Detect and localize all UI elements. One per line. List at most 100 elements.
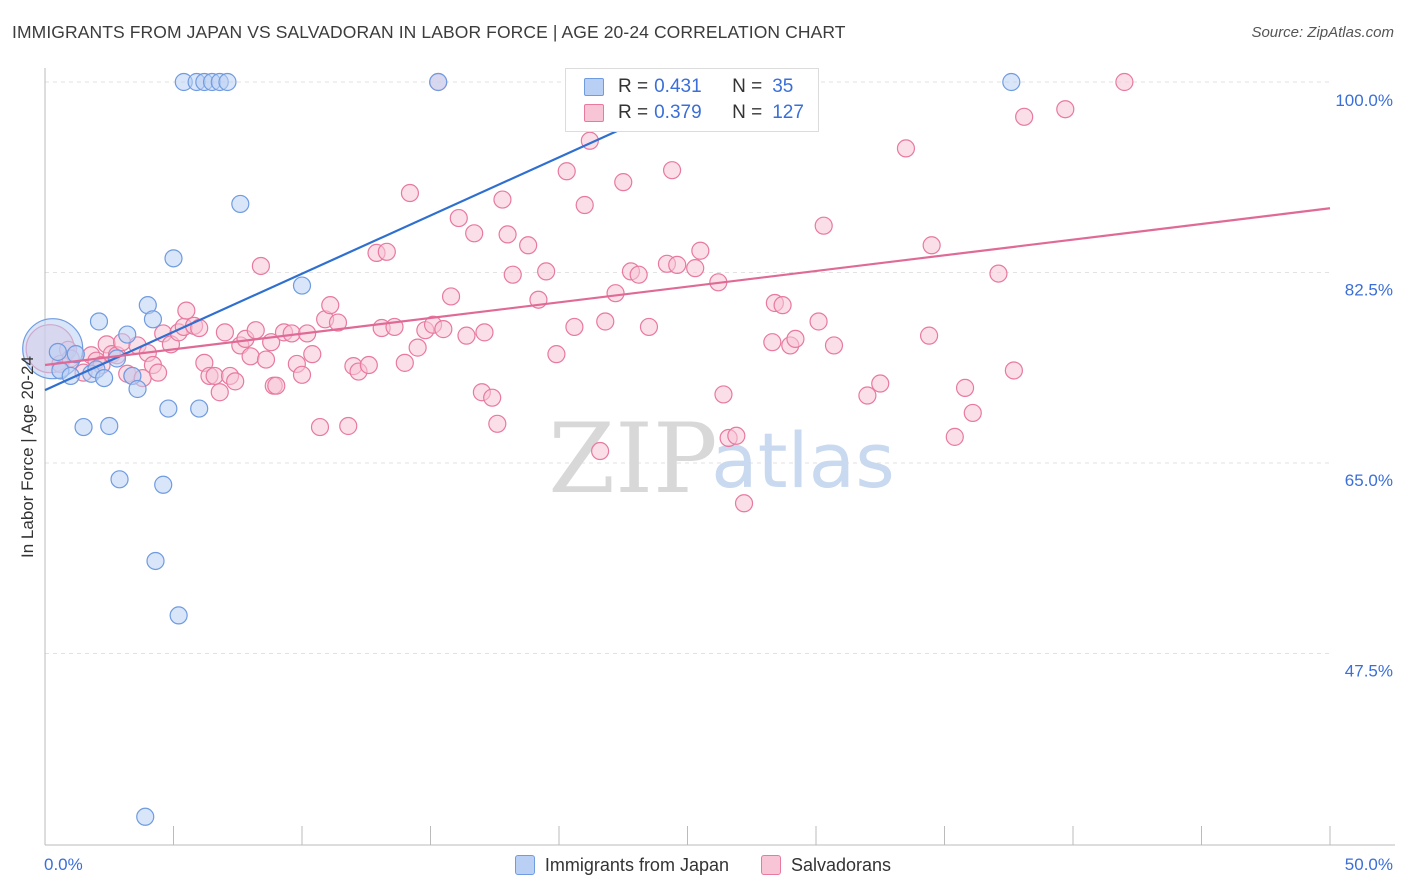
data-point: [989, 264, 1008, 283]
legend-r-label: R =: [618, 102, 649, 123]
data-point: [606, 284, 625, 303]
data-point: [475, 323, 494, 342]
data-point: [662, 161, 682, 180]
data-point: [922, 236, 941, 255]
data-point: [148, 363, 168, 382]
watermark: ZIP atlas: [548, 403, 894, 515]
legend-item-salvadorans[interactable]: Salvadorans: [760, 855, 891, 876]
legend-r-value-salvadorans: 0.379: [654, 102, 702, 123]
data-point: [143, 310, 163, 329]
y-tick-label: 82.5%: [1345, 281, 1393, 300]
data-point: [483, 388, 502, 407]
data-point: [858, 386, 877, 405]
y-tick-label: 65.0%: [1345, 471, 1393, 490]
data-point: [441, 287, 461, 306]
legend-stats: R = 0.431 N = 35 R = 0.379 N = 127: [565, 68, 819, 132]
legend-series: Immigrants from Japan Salvadorans: [0, 852, 1406, 878]
data-point: [691, 241, 710, 260]
data-point: [110, 470, 129, 489]
data-point: [575, 195, 594, 215]
data-point: [215, 323, 234, 342]
data-point: [773, 296, 792, 315]
data-point: [210, 383, 229, 402]
data-point: [169, 606, 188, 625]
data-point: [400, 183, 420, 203]
data-point: [190, 399, 209, 418]
data-point: [303, 345, 322, 364]
data-point: [537, 262, 556, 281]
data-point: [871, 374, 890, 393]
legend-r-label: R =: [618, 76, 649, 97]
legend-n-value-japan: 35: [772, 76, 794, 97]
data-point: [896, 139, 916, 158]
source-label: Source: ZipAtlas.com: [1251, 24, 1394, 41]
data-point: [1004, 361, 1023, 380]
data-point: [226, 372, 245, 391]
data-point: [256, 350, 276, 369]
data-point: [246, 321, 265, 340]
data-point: [359, 355, 378, 375]
data-point: [310, 417, 330, 437]
data-point: [824, 336, 844, 355]
data-point: [89, 312, 109, 331]
y-tick-label: 100.0%: [1335, 91, 1393, 110]
data-point: [547, 345, 566, 364]
data-point: [328, 313, 348, 332]
data-point: [321, 296, 340, 315]
data-point: [498, 225, 517, 244]
data-point: [591, 441, 610, 461]
tick-labels: 47.5% 65.0% 82.5% 100.0% 0.0% 50.0%: [44, 91, 1393, 874]
data-point: [292, 276, 312, 295]
legend-item-japan[interactable]: Immigrants from Japan: [514, 854, 729, 876]
data-point: [292, 365, 312, 384]
legend-n-label: N =: [732, 76, 763, 97]
data-point: [164, 249, 183, 268]
chart-title: IMMIGRANTS FROM JAPAN VS SALVADORAN IN L…: [12, 22, 846, 42]
grid-lines: [45, 81, 1330, 654]
data-point: [66, 345, 85, 364]
data-point: [686, 259, 705, 278]
data-point: [814, 216, 833, 235]
data-point: [596, 312, 615, 331]
data-point: [919, 326, 939, 345]
legend-row-japan: R = 0.431 N = 35: [584, 75, 793, 99]
data-point: [118, 325, 137, 344]
data-point: [95, 368, 114, 388]
data-point: [146, 551, 165, 571]
data-point: [434, 320, 453, 339]
data-point: [159, 399, 178, 418]
trend-line: [44, 207, 1331, 367]
data-point: [734, 494, 754, 513]
data-point: [786, 329, 805, 349]
data-point: [177, 301, 196, 320]
axes: [44, 68, 1395, 846]
data-point: [457, 326, 476, 345]
legend-swatch-salvadorans: [760, 855, 781, 875]
series-immigrants-from-japan: [22, 72, 1021, 826]
data-point: [241, 347, 260, 366]
data-point: [136, 807, 155, 826]
data-point: [218, 72, 237, 92]
data-point: [519, 236, 538, 255]
data-point: [205, 366, 224, 386]
legend-label-japan: Immigrants from Japan: [544, 854, 729, 875]
data-point: [429, 72, 448, 92]
data-point: [395, 353, 414, 372]
data-point: [565, 317, 584, 337]
data-point: [557, 162, 576, 181]
data-point: [639, 317, 659, 337]
data-point: [614, 173, 633, 192]
legend-swatch-japan: [584, 78, 604, 96]
data-point: [945, 427, 964, 446]
x-tick-label-max: 50.0%: [1345, 855, 1393, 874]
legend-row-salvadorans: R = 0.379 N = 127: [584, 101, 804, 125]
data-point: [48, 342, 67, 362]
data-point: [727, 426, 746, 445]
data-point: [251, 256, 270, 276]
legend-n-label: N =: [732, 102, 763, 123]
data-point: [1115, 72, 1134, 92]
data-point: [955, 378, 975, 397]
y-axis-label: In Labor Force | Age 20-24: [18, 356, 37, 558]
data-point: [449, 208, 468, 228]
